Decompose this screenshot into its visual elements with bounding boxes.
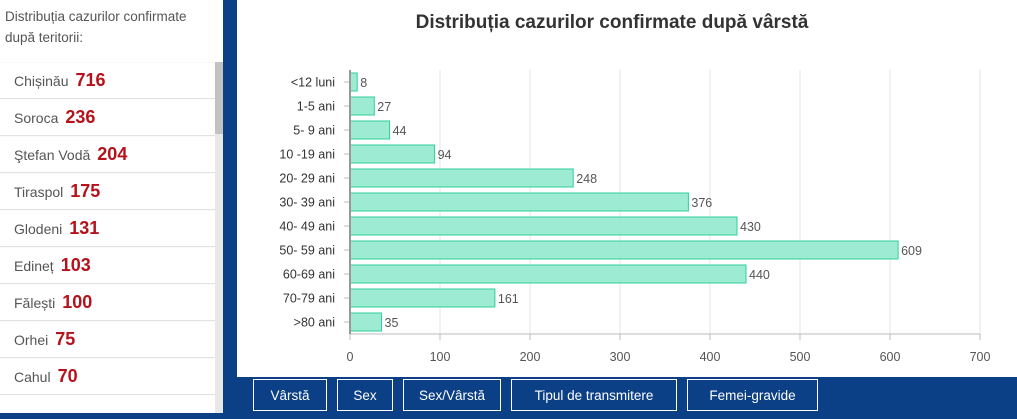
frame-divider	[223, 0, 237, 419]
territory-item[interactable]: Fălești 100	[0, 284, 215, 321]
territory-list[interactable]: Chișinău 716 Soroca 236 Ştefan Vodă 204 Tirasp…	[0, 62, 215, 395]
territory-item[interactable]: Chișinău 716	[0, 62, 215, 99]
bar	[349, 120, 391, 140]
territory-count: 103	[60, 255, 91, 275]
bar	[349, 192, 689, 212]
data-label: 161	[498, 292, 519, 306]
y-tick-label: 5- 9 ani	[293, 124, 335, 138]
bar	[349, 264, 747, 284]
y-tick-label: 60-69 ani	[283, 268, 335, 282]
bar	[349, 216, 738, 236]
x-tick-label: 400	[700, 350, 721, 364]
x-tick-label: 0	[347, 350, 354, 364]
y-tick-label: 30- 39 ani	[279, 196, 335, 210]
bar	[349, 72, 358, 92]
territory-name: Fălești	[14, 294, 56, 311]
bar	[349, 288, 496, 308]
scrollbar-thumb[interactable]	[215, 62, 223, 134]
territory-count: 131	[69, 218, 100, 238]
territory-name: Edineț	[14, 257, 54, 274]
territory-name: Orhei	[14, 331, 49, 348]
bar	[349, 144, 436, 164]
territory-count: 204	[97, 144, 128, 164]
territory-name: Soroca	[14, 109, 59, 126]
data-label: 609	[901, 244, 922, 258]
data-label: 44	[393, 124, 407, 138]
territory-name: Cahul	[14, 368, 51, 385]
territory-item[interactable]: Ştefan Vodă 204	[0, 136, 215, 173]
territory-count: 75	[55, 329, 76, 349]
territory-item[interactable]: Edineț 103	[0, 247, 215, 284]
territory-name: Chișinău	[14, 72, 69, 89]
y-tick-label: 10 -19 ani	[279, 148, 335, 162]
age-distribution-chart: 0 100 200 300 400 500 600 700 <12 luni 8 1-5 ani 27…	[279, 70, 991, 364]
y-tick-label: >80 ani	[294, 316, 335, 330]
x-tick-label: 300	[610, 350, 631, 364]
y-tick-label: 50- 59 ani	[279, 244, 335, 258]
y-tick-label: 1-5 ani	[297, 100, 335, 114]
territory-name: Tiraspol	[14, 183, 64, 200]
x-tick-label: 500	[790, 350, 811, 364]
tab-vârstă[interactable]: Vârstă	[253, 379, 327, 411]
data-label: 27	[377, 100, 391, 114]
territory-count: 716	[75, 70, 106, 90]
tab-sex-vârstă[interactable]: Sex/Vârstă	[403, 379, 501, 411]
tab-femei-gravide[interactable]: Femei-gravide	[687, 379, 818, 411]
y-tick-label: 20- 29 ani	[279, 172, 335, 186]
y-tick-label: <12 luni	[291, 76, 335, 90]
data-label: 8	[360, 76, 367, 90]
bar	[349, 240, 899, 260]
bar	[349, 168, 574, 188]
territory-count: 70	[57, 366, 78, 386]
scrollbar-track[interactable]	[215, 62, 223, 413]
tab-sex[interactable]: Sex	[337, 379, 393, 411]
territory-name: Glodeni	[14, 220, 63, 237]
bar	[349, 312, 382, 332]
y-tick-label: 40- 49 ani	[279, 220, 335, 234]
territory-item[interactable]: Orhei 75	[0, 321, 215, 358]
territory-item[interactable]: Tiraspol 175	[0, 173, 215, 210]
territory-count: 236	[65, 107, 96, 127]
territory-count: 175	[70, 181, 101, 201]
x-tick-label: 600	[880, 350, 901, 364]
data-label: 376	[691, 196, 712, 210]
y-tick-label: 70-79 ani	[283, 292, 335, 306]
x-tick-label: 200	[520, 350, 541, 364]
chart-title: Distribuția cazurilor confirmate după vâ…	[415, 12, 809, 33]
territory-item[interactable]: Glodeni 131	[0, 210, 215, 247]
territory-item[interactable]: Cahul 70	[0, 358, 215, 395]
bar	[349, 96, 375, 116]
data-label: 35	[385, 316, 399, 330]
territory-item[interactable]: Soroca 236	[0, 99, 215, 136]
x-tick-label: 700	[970, 350, 991, 364]
data-label: 94	[438, 148, 452, 162]
territory-count: 100	[62, 292, 93, 312]
tab-tipul-de-transmitere[interactable]: Tipul de transmitere	[511, 379, 677, 411]
data-label: 430	[740, 220, 761, 234]
data-label: 440	[749, 268, 770, 282]
territory-panel: Distribuția cazurilor confirmate după te…	[0, 0, 223, 413]
territory-panel-title: Distribuția cazurilor confirmate după te…	[5, 9, 187, 45]
territory-name: Ştefan Vodă	[14, 146, 91, 163]
x-tick-label: 100	[430, 350, 451, 364]
data-label: 248	[576, 172, 597, 186]
